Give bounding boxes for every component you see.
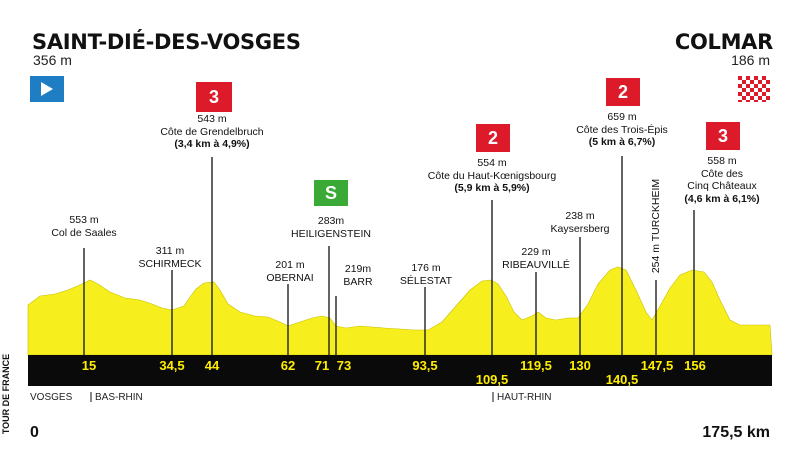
place-label: 553 m Col de Saales — [51, 214, 117, 239]
finish-flag-icon — [738, 76, 770, 102]
finish-altitude: 186 m — [731, 52, 770, 68]
km-band — [28, 355, 772, 386]
climb-flag-icon — [606, 78, 640, 106]
start-flag-icon — [30, 76, 64, 102]
region-label: BAS-RHIN — [95, 392, 143, 403]
climb-label: 543 m Côte de Grendelbruch (3,4 km à 4,9… — [160, 113, 264, 150]
region-label: VOSGES — [30, 392, 73, 403]
place-label: 311 m SCHIRMECK — [138, 245, 202, 270]
place-label: 238 m Kaysersberg — [550, 210, 610, 235]
km-mark: 15 — [81, 358, 97, 373]
climb-label: 659 m Côte des Trois-Épis (5 km à 6,7%) — [576, 111, 668, 148]
sprint-flag-icon — [314, 180, 348, 206]
place-label: 201 m OBERNAI — [266, 259, 314, 284]
distance-start: 0 — [30, 424, 39, 441]
place-label: 219m BARR — [343, 263, 373, 288]
place-label: 229 m RIBEAUVILLÉ — [502, 246, 570, 271]
km-mark: 71 — [314, 358, 330, 373]
climb-label: 558 m Côte des Cinq Châteaux (4,6 km à 6… — [684, 155, 760, 205]
region-label: HAUT-RHIN — [497, 392, 552, 403]
km-mark: 140,5 — [605, 372, 639, 387]
sprint-letter: S — [324, 183, 337, 203]
sprint-label: 283m HEILIGENSTEIN — [291, 215, 371, 240]
climb-flag-icon — [706, 122, 740, 150]
km-mark: 93,5 — [412, 358, 438, 373]
km-mark: 156 — [684, 358, 706, 373]
climb-flag-icon — [196, 82, 232, 112]
climb-category: 2 — [487, 128, 498, 148]
finish-city: COLMAR — [674, 30, 773, 54]
km-mark: 119,5 — [520, 358, 552, 373]
climb-category: 3 — [717, 126, 728, 146]
climb-category: 2 — [617, 82, 628, 102]
km-mark: 44 — [204, 358, 220, 373]
km-mark: 34,5 — [159, 358, 185, 373]
climb-label: 554 m Côte du Haut-Kœnigsbourg (5,9 km à… — [427, 157, 557, 194]
km-mark: 147,5 — [640, 358, 674, 373]
km-mark: 130 — [569, 358, 591, 373]
leader-lines — [83, 156, 695, 356]
km-mark: 62 — [280, 358, 296, 373]
place-label: 176 m SÉLESTAT — [399, 262, 453, 287]
km-mark: 73 — [336, 358, 352, 373]
distance-end: 175,5 km — [702, 424, 770, 441]
start-altitude: 356 m — [33, 52, 72, 68]
km-mark: 109,5 — [475, 372, 509, 387]
climb-flag-icon — [476, 124, 510, 152]
start-city: SAINT-DIÉ-DES-VOSGES — [32, 30, 301, 54]
climb-category: 3 — [208, 87, 219, 107]
